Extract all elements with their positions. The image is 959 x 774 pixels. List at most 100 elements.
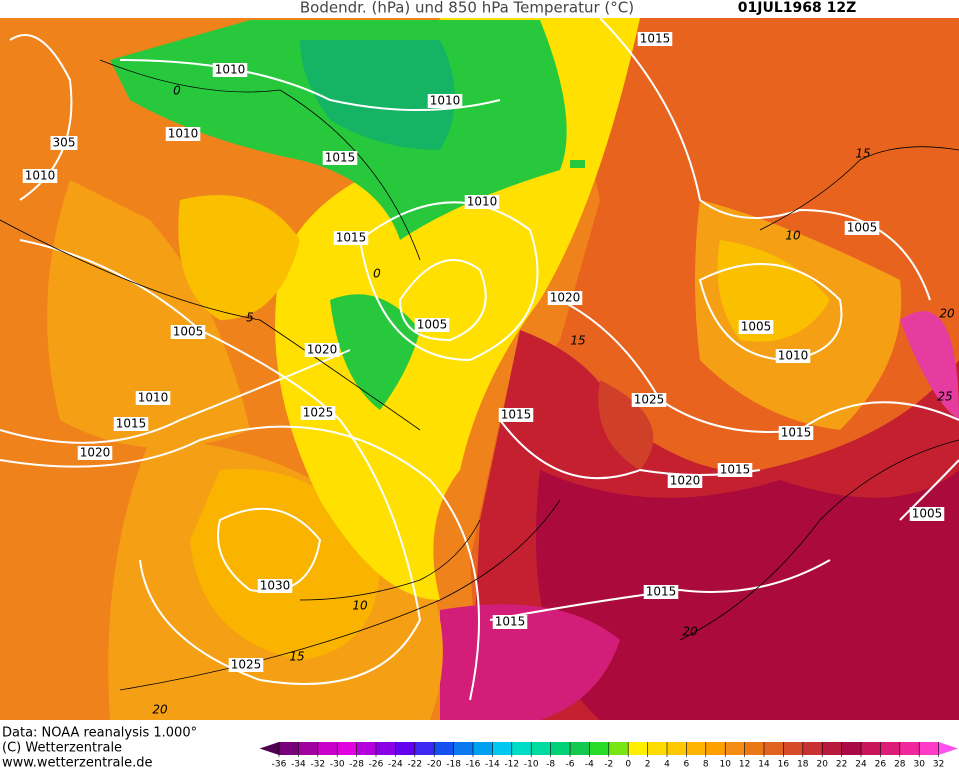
colorbar-box — [783, 742, 803, 755]
isobar-label-bg — [738, 320, 774, 334]
colorbar-box — [744, 742, 764, 755]
isobar-label-bg — [212, 63, 248, 77]
colorbar-box — [570, 742, 590, 755]
colorbar-box — [337, 742, 357, 755]
colorbar-box — [550, 742, 570, 755]
colorbar-box — [279, 742, 299, 755]
temperature-label: 20 — [939, 307, 955, 321]
colorbar-tick-label: -22 — [407, 760, 422, 770]
colorbar-tick-label: -20 — [427, 760, 442, 770]
isobar-label-bg — [775, 349, 811, 363]
colorbar-tick-label: -34 — [291, 760, 306, 770]
colorbar-box — [686, 742, 706, 755]
colorbar-box — [861, 742, 881, 755]
isobar-label-bg — [22, 169, 58, 183]
colorbar-box — [492, 742, 512, 755]
colorbar-tick-label: -28 — [349, 760, 364, 770]
colorbar-box — [899, 742, 920, 755]
colorbar-box — [667, 742, 687, 755]
isobar-label-bg — [427, 94, 463, 108]
isobar-label: 1015 — [116, 417, 147, 431]
isobar-label-bg — [844, 221, 880, 235]
colorbar-tick-label: -32 — [310, 760, 325, 770]
isobar-label: 305 — [53, 136, 76, 150]
colorbar-tick-label: -14 — [485, 760, 500, 770]
isobar-label: 1015 — [336, 231, 367, 245]
map-date: 01JUL1968 12Z — [738, 0, 856, 16]
isobar-label: 1030 — [260, 579, 291, 593]
temperature-label: 25 — [937, 390, 952, 404]
colorbar-tick-label: 20 — [816, 760, 828, 770]
colorbar-box — [822, 742, 842, 755]
colorbar-tick-label: 18 — [797, 760, 809, 770]
isobar-label: 1010 — [168, 127, 199, 141]
colorbar-tick-label: 0 — [625, 760, 631, 770]
temperature-label: 15 — [289, 650, 304, 664]
isobar-label-bg — [228, 658, 264, 672]
isobar-label: 1010 — [467, 195, 498, 209]
colorbar-box — [705, 742, 726, 755]
colorbar-box — [608, 742, 629, 755]
colorbar-box — [589, 742, 609, 755]
colorbar-tick-label: 12 — [739, 760, 750, 770]
isobar-label-bg — [492, 615, 528, 629]
isobar-label: 1015 — [501, 408, 532, 422]
temperature-contours — [0, 59, 959, 691]
colorbar-tick-label: -10 — [524, 760, 539, 770]
colorbar-tick-label: -4 — [585, 760, 594, 770]
temperature-label: 0 — [373, 267, 381, 281]
isobar-label-bg — [322, 151, 358, 165]
isobar-label-bg — [135, 391, 171, 405]
temperature-label: 20 — [682, 625, 698, 639]
isobar-label: 1010 — [430, 94, 461, 108]
colorbar-box — [395, 742, 415, 755]
colorbar-box — [511, 742, 532, 755]
isobar-label: 1015 — [720, 463, 751, 477]
colorbar-box — [356, 742, 376, 755]
temperature-label: 10 — [785, 229, 801, 243]
colorbar-box — [317, 742, 338, 755]
isobar-label: 1020 — [670, 474, 701, 488]
isobar-label: 1010 — [25, 169, 56, 183]
isobar-label-bg — [50, 136, 78, 150]
isobar-label-bg — [547, 291, 583, 305]
isobar-label: 1020 — [550, 291, 581, 305]
isobar-label: 1025 — [231, 658, 262, 672]
colorbar-box — [647, 742, 667, 755]
temperature-label: 5 — [246, 311, 254, 325]
colorbar-tick-label: 24 — [855, 760, 867, 770]
isobar-label: 1005 — [847, 221, 878, 235]
isobar-label-bg — [717, 463, 753, 477]
colorbar-box — [531, 742, 551, 755]
isobar-label: 1005 — [417, 318, 448, 332]
colorbar-tick-label: 26 — [875, 760, 887, 770]
credit-line: (C) Wetterzentrale — [2, 741, 122, 756]
isobar-label: 1005 — [741, 320, 772, 334]
colorbar-tick-label: 16 — [778, 760, 790, 770]
isobar-label-bg — [637, 32, 673, 46]
colorbar-tick-label: 4 — [664, 760, 670, 770]
colorbar-tick-label: -8 — [546, 760, 555, 770]
temperature-label: 20 — [152, 703, 168, 717]
colorbar-tick-label: -26 — [369, 760, 384, 770]
colorbar-tick-label: 2 — [645, 760, 651, 770]
colorbar-tick-label: -2 — [604, 760, 613, 770]
colorbar-box — [919, 742, 939, 755]
isobar-label-bg — [414, 318, 450, 332]
isobar-label: 1020 — [307, 343, 338, 357]
isobar-label-bg — [631, 393, 667, 407]
colorbar-tick-label: -6 — [566, 760, 575, 770]
isobar-label: 1015 — [640, 32, 671, 46]
colorbar-box — [376, 742, 396, 755]
colorbar-tick-label: 10 — [719, 760, 731, 770]
colorbar-box — [453, 742, 473, 755]
temperature-label: 15 — [855, 147, 870, 161]
temperature-label: 0 — [173, 84, 181, 98]
isobar-label-bg — [643, 585, 679, 599]
isobar-label-bg — [304, 343, 340, 357]
colorbar-tick-label: -12 — [504, 760, 519, 770]
colorbar-tick-label: -30 — [330, 760, 345, 770]
colorbar-tick-label: 22 — [836, 760, 847, 770]
isobar-label-bg — [498, 408, 534, 422]
colorbar-low-arrow — [259, 742, 279, 755]
